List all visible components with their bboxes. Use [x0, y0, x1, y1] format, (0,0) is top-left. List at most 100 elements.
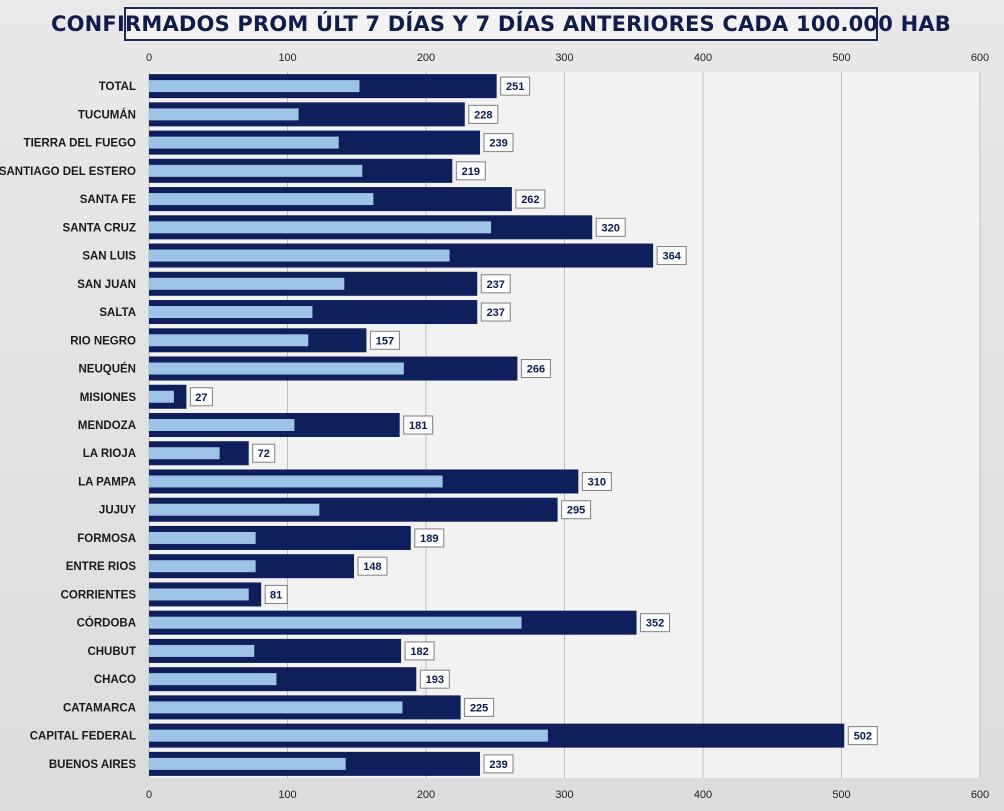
data-label-box	[520, 359, 551, 379]
data-label-box	[595, 217, 626, 237]
data-label-box	[480, 274, 511, 294]
data-label: 352	[646, 618, 664, 630]
data-label-box	[455, 161, 486, 181]
category-label: SANTIAGO DEL ESTERO	[0, 166, 136, 178]
bar-inner	[149, 136, 339, 149]
bar-inner	[149, 701, 403, 714]
bar-inner	[149, 673, 277, 686]
category-label: SANTA CRUZ	[63, 222, 136, 234]
data-label: 193	[426, 674, 444, 686]
category-label: SALTA	[99, 307, 136, 319]
category-label: SAN LUIS	[82, 251, 136, 263]
data-label: 189	[420, 533, 438, 545]
bar-inner	[149, 306, 313, 319]
data-label-box	[480, 302, 511, 322]
bar-inner	[149, 475, 443, 488]
data-label-box	[403, 415, 434, 435]
data-label-box	[189, 387, 213, 407]
bar-inner	[149, 419, 295, 431]
x-tick-label-bottom: 600	[971, 789, 989, 801]
category-label: CAPITAL FEDERAL	[30, 731, 136, 743]
data-label-box	[404, 641, 435, 661]
data-label-box	[561, 500, 592, 520]
category-label: SAN JUAN	[77, 279, 136, 291]
data-label-box	[483, 133, 514, 153]
bar-inner	[149, 531, 256, 544]
x-tick-label-top: 100	[278, 52, 296, 64]
x-tick-label-bottom: 400	[694, 789, 712, 801]
data-label-box	[369, 330, 400, 350]
data-label-box	[483, 754, 514, 774]
bar-inner	[149, 249, 450, 262]
data-label: 182	[410, 646, 428, 658]
bar-inner	[149, 447, 220, 460]
data-label: 72	[258, 448, 270, 460]
data-label: 364	[662, 251, 681, 263]
x-tick-label-bottom: 200	[417, 789, 435, 801]
category-label: TUCUMÁN	[78, 108, 136, 121]
x-tick-label-top: 200	[417, 52, 435, 64]
data-label: 262	[521, 194, 539, 206]
bar-inner	[149, 362, 404, 375]
bar-inner	[149, 729, 548, 742]
data-label: 148	[363, 561, 381, 573]
x-tick-label-bottom: 300	[555, 789, 573, 801]
x-tick-label-bottom: 0	[146, 789, 152, 801]
data-label: 239	[489, 759, 507, 771]
bar-inner	[149, 644, 255, 657]
category-label: CÓRDOBA	[77, 617, 136, 630]
category-label: BUENOS AIRES	[49, 759, 136, 771]
x-tick-label-top: 400	[694, 52, 712, 64]
data-label-box	[847, 726, 878, 746]
data-label: 237	[487, 307, 505, 319]
x-tick-label-bottom: 100	[278, 789, 296, 801]
bar-inner	[149, 193, 374, 206]
x-tick-label-bottom: 500	[832, 789, 850, 801]
category-label: JUJUY	[99, 505, 136, 517]
category-label: LA RIOJA	[83, 448, 136, 460]
data-label: 295	[567, 505, 585, 517]
category-label: MENDOZA	[78, 420, 136, 432]
bar-inner	[149, 334, 309, 347]
category-label: NEUQUÉN	[78, 363, 136, 376]
data-label-box	[357, 556, 388, 576]
category-label: MISIONES	[80, 392, 137, 404]
bar-inner	[149, 80, 360, 93]
category-label: CHACO	[94, 674, 136, 686]
data-label: 157	[376, 335, 394, 347]
data-label: 251	[506, 81, 524, 93]
data-label: 27	[195, 392, 207, 404]
category-label: ENTRE RIOS	[66, 561, 137, 573]
category-label: CATAMARCA	[63, 702, 136, 714]
data-label: 320	[602, 222, 620, 234]
data-label-box	[500, 76, 531, 96]
data-label: 81	[270, 589, 282, 601]
data-label-box	[468, 104, 499, 124]
x-tick-label-top: 500	[832, 52, 850, 64]
data-label: 237	[487, 279, 505, 291]
bar-inner	[149, 277, 345, 290]
chart-title-box: CONFIRMADOS PROM ÚLT 7 DÍAS Y 7 DÍAS ANT…	[51, 7, 951, 41]
bar-inner	[149, 757, 346, 770]
x-tick-label-top: 600	[971, 52, 989, 64]
data-label: 502	[854, 731, 872, 743]
category-label: SANTA FE	[80, 194, 137, 206]
bar-inner	[149, 221, 492, 234]
data-label-box	[464, 697, 495, 717]
data-label-box	[264, 584, 288, 604]
bar-inner	[149, 616, 522, 629]
data-label: 181	[409, 420, 427, 432]
bar-inner	[149, 164, 363, 177]
bar-inner	[149, 560, 256, 573]
chart-title: CONFIRMADOS PROM ÚLT 7 DÍAS Y 7 DÍAS ANT…	[50, 12, 952, 36]
bar-inner	[149, 390, 174, 403]
data-label-box	[252, 443, 276, 463]
data-label-box	[581, 471, 612, 491]
data-label: 219	[462, 166, 480, 178]
data-label-box	[656, 246, 687, 266]
bar-inner	[149, 503, 320, 516]
data-label: 228	[474, 109, 492, 121]
category-label: CORRIENTES	[61, 589, 137, 601]
